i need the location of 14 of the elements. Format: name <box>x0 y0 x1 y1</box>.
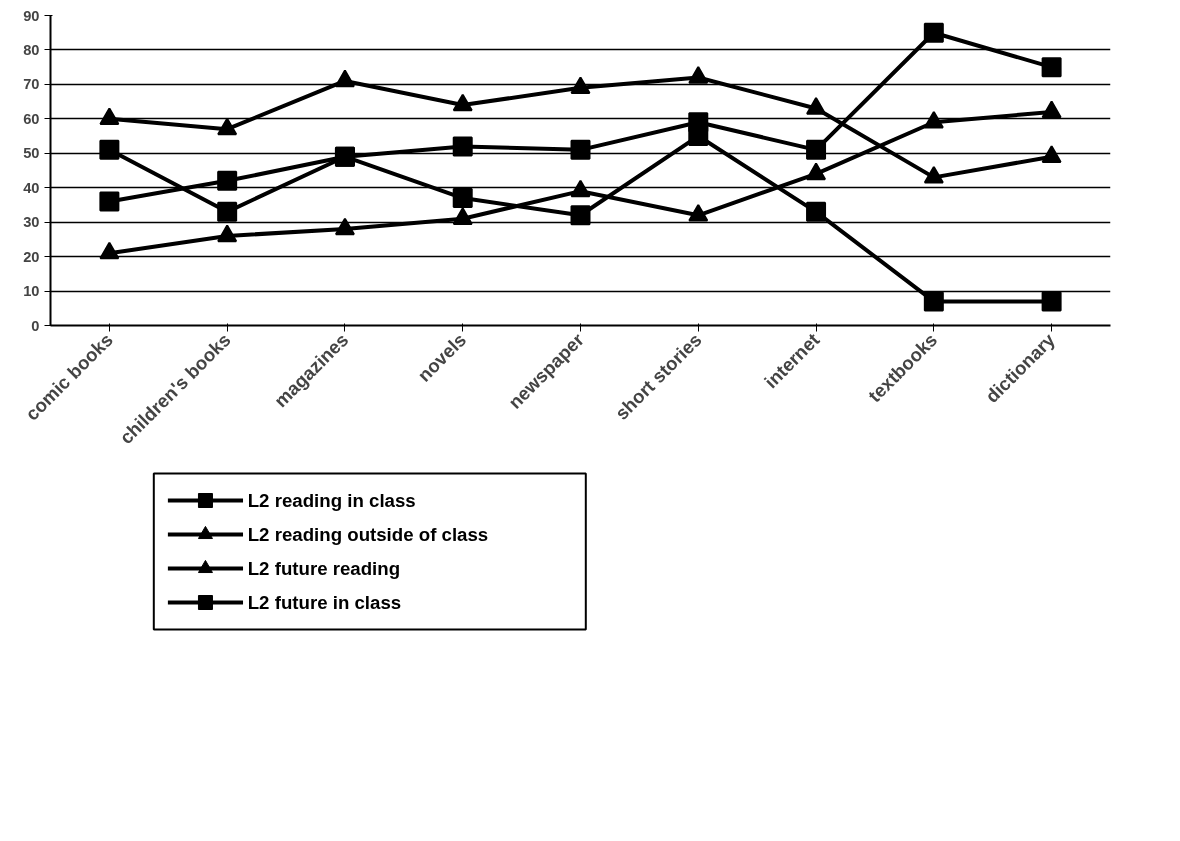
legend-label: L2 future in class <box>247 592 402 613</box>
y-tick-label: 60 <box>23 110 40 127</box>
legend-label: L2 reading outside of class <box>247 524 489 545</box>
y-tick-label: 90 <box>23 7 40 24</box>
legend-label: L2 future reading <box>247 558 401 579</box>
y-tick-label: 80 <box>23 41 40 58</box>
legend-label: L2 reading in class <box>247 490 416 511</box>
y-tick-label: 50 <box>23 145 40 162</box>
y-tick-label: 30 <box>23 214 40 231</box>
y-tick-label: 10 <box>23 283 40 300</box>
y-tick-label: 40 <box>23 179 40 196</box>
y-tick-label: 0 <box>31 317 40 334</box>
y-tick-label: 20 <box>23 248 40 265</box>
y-tick-label: 70 <box>23 76 40 93</box>
